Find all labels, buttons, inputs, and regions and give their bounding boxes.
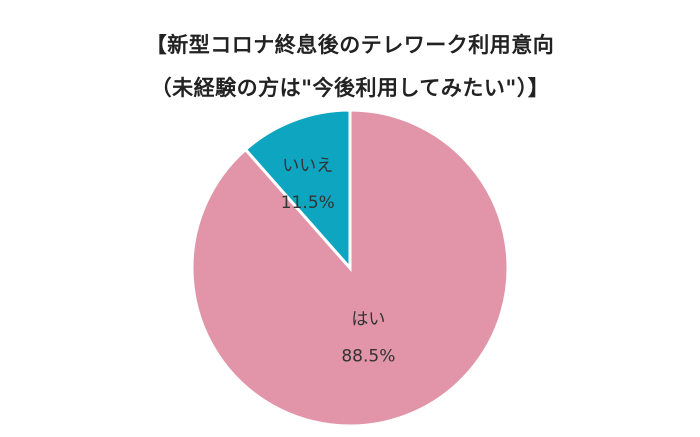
pie-slice-0: [190, 108, 510, 428]
chart-title-line-2: （未経験の方は"今後利用してみたい"）】: [150, 76, 550, 100]
pie-slice-1: [243, 108, 352, 272]
slice-value-label-1: 11.5%: [281, 193, 335, 213]
chart-title-line-1: 【新型コロナ終息後のテレワーク利用意向: [145, 33, 555, 57]
slice-name-label-0: はい: [351, 310, 385, 330]
slice-value-label-0: 88.5%: [341, 347, 395, 367]
slice-name-label-1: いいえ: [282, 156, 333, 176]
